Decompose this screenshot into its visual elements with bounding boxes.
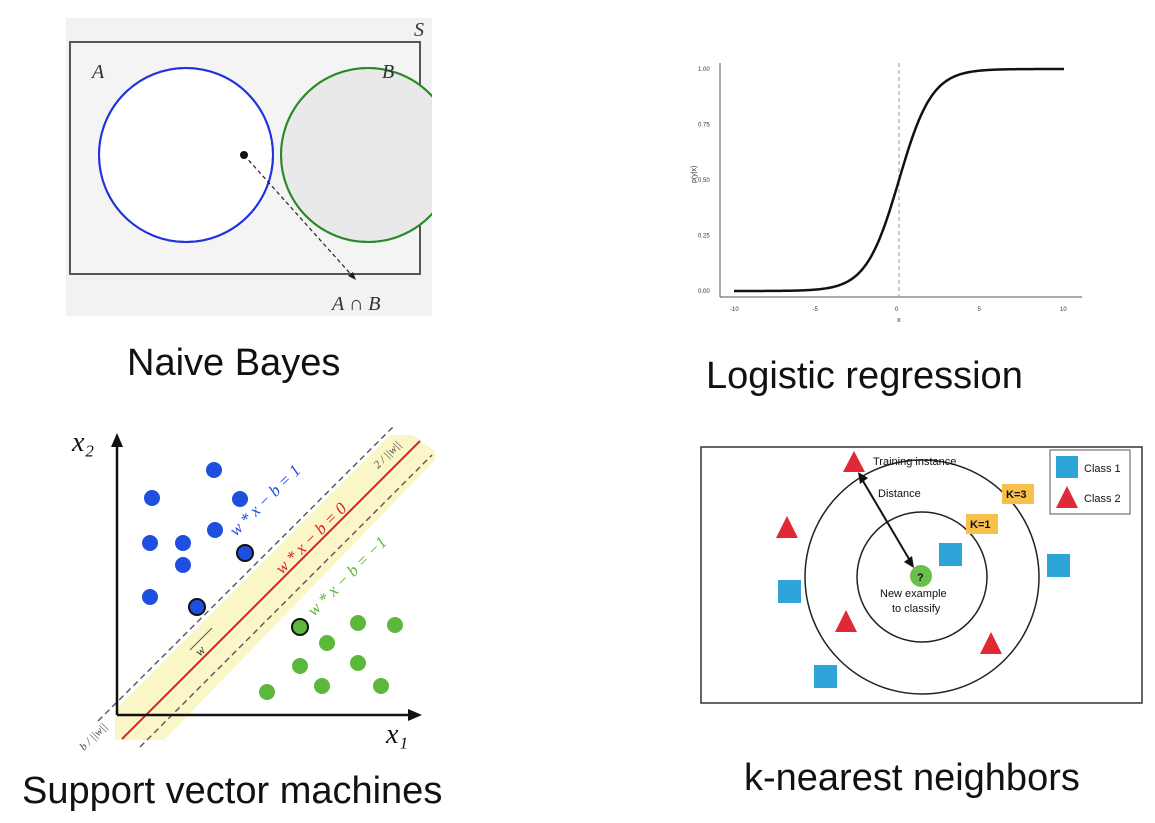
x-tick-labels: -10 -5 0 5 10 bbox=[730, 307, 1067, 313]
upper-margin-line bbox=[97, 425, 396, 722]
naive-bayes-panel: S A B A ∩ B bbox=[66, 18, 432, 316]
support-vector-b bbox=[291, 618, 309, 636]
x-tick-label: -5 bbox=[813, 307, 819, 313]
svm-x-axis-label: x₁ bbox=[385, 719, 408, 750]
svm-x-arrow bbox=[408, 709, 422, 721]
class-a-point bbox=[175, 535, 191, 551]
class-a-point bbox=[232, 491, 248, 507]
k1-label: K=1 bbox=[970, 519, 991, 531]
support-vector-a bbox=[236, 544, 254, 562]
x-axis-label: x bbox=[897, 317, 901, 324]
distance-arrow-head-1 bbox=[858, 472, 868, 484]
margin-band bbox=[115, 435, 435, 740]
x-tick-label: 10 bbox=[1060, 307, 1067, 313]
y-tick-labels: 1.00 0.75 0.50 0.25 0.00 bbox=[698, 67, 710, 295]
class-a-point bbox=[142, 535, 158, 551]
k3-badge bbox=[1002, 484, 1034, 504]
y-tick-label: 0.50 bbox=[698, 178, 710, 184]
y-tick-label: 0.00 bbox=[698, 289, 710, 295]
knn-panel: Class 1 Class 2 Training instance Distan… bbox=[700, 446, 1143, 704]
knn-caption: k-nearest neighbors bbox=[744, 757, 1080, 799]
set-a-label: A bbox=[90, 61, 105, 83]
class-b-point bbox=[350, 615, 366, 631]
class-b-point bbox=[319, 635, 335, 651]
to-classify-label: to classify bbox=[892, 603, 941, 615]
logistic-regression-caption: Logistic regression bbox=[706, 355, 1023, 397]
class-a-point bbox=[142, 589, 158, 605]
square-icon bbox=[1056, 456, 1078, 478]
k1-circle bbox=[856, 511, 988, 643]
class-b-point bbox=[387, 617, 403, 633]
class-b-point bbox=[314, 678, 330, 694]
svm-diagram: w w * x − b = 1 w * x − b = 0 w * x − b … bbox=[71, 425, 435, 753]
class-1-point bbox=[939, 543, 962, 566]
k1-badge bbox=[966, 514, 998, 534]
svm-caption: Support vector machines bbox=[22, 770, 443, 812]
legend-class-1: Class 1 bbox=[1084, 463, 1121, 475]
decision-boundary bbox=[121, 440, 421, 740]
class-2-point bbox=[776, 516, 798, 538]
legend-class-2: Class 2 bbox=[1084, 493, 1121, 505]
class-a-points bbox=[142, 462, 254, 616]
distance-arrow-head-2 bbox=[904, 556, 914, 568]
svm-y-axis-label: x₂ bbox=[71, 427, 94, 458]
query-point bbox=[910, 565, 932, 587]
sigmoid-plot: 1.00 0.75 0.50 0.25 0.00 -10 -5 0 5 10 p(y|x) x bbox=[691, 63, 1082, 324]
arrow-head bbox=[348, 272, 356, 280]
offset-label: b / ||w|| bbox=[78, 721, 110, 753]
distance-label: Distance bbox=[878, 488, 921, 500]
k3-circle bbox=[804, 459, 1040, 695]
training-instance-triangle bbox=[843, 451, 865, 472]
class-b-points bbox=[259, 615, 403, 700]
lower-margin-line bbox=[139, 454, 433, 748]
class-a-point bbox=[144, 490, 160, 506]
query-symbol: ? bbox=[917, 572, 924, 584]
new-example-label: New example bbox=[880, 588, 947, 600]
class-b-point bbox=[292, 658, 308, 674]
training-instance-label: Training instance bbox=[873, 456, 956, 468]
class-a-point bbox=[207, 522, 223, 538]
set-b-outline bbox=[280, 67, 432, 243]
class-2-point bbox=[980, 632, 1002, 654]
triangle-icon bbox=[1056, 486, 1078, 508]
svm-y-arrow bbox=[111, 433, 123, 447]
venn-diagram: S A B A ∩ B bbox=[66, 18, 432, 316]
class-2-point bbox=[835, 610, 857, 632]
y-axis-label: p(y|x) bbox=[691, 166, 698, 183]
set-b-label: B bbox=[382, 61, 394, 83]
y-tick-label: 0.25 bbox=[698, 234, 710, 240]
x-tick-label: 5 bbox=[978, 307, 982, 313]
class-a-point bbox=[175, 557, 191, 573]
class-b-point bbox=[373, 678, 389, 694]
class-a-point bbox=[206, 462, 222, 478]
distance-arrow bbox=[859, 475, 913, 565]
k3-label: K=3 bbox=[1006, 489, 1027, 501]
set-a-outline bbox=[98, 67, 274, 243]
class-1-point bbox=[814, 665, 837, 688]
x-tick-label: 0 bbox=[895, 307, 899, 313]
naive-bayes-caption: Naive Bayes bbox=[127, 342, 341, 384]
normal-vector bbox=[189, 627, 213, 651]
intersection-label: A ∩ B bbox=[330, 293, 381, 315]
svm-panel: w w * x − b = 1 w * x − b = 0 w * x − b … bbox=[60, 425, 440, 765]
universe-label: S bbox=[414, 19, 424, 41]
class-1-point bbox=[778, 580, 801, 603]
logistic-regression-panel: 1.00 0.75 0.50 0.25 0.00 -10 -5 0 5 10 p(y|x) x bbox=[682, 55, 1092, 330]
class-b-point bbox=[259, 684, 275, 700]
sigmoid-curve bbox=[734, 67, 1064, 293]
support-vector-a bbox=[188, 598, 206, 616]
class-1-point bbox=[1047, 554, 1070, 577]
x-tick-label: -10 bbox=[730, 307, 739, 313]
knn-diagram: Class 1 Class 2 Training instance Distan… bbox=[700, 446, 1143, 704]
y-tick-label: 1.00 bbox=[698, 67, 710, 73]
class-b-point bbox=[350, 655, 366, 671]
y-tick-label: 0.75 bbox=[698, 123, 710, 129]
